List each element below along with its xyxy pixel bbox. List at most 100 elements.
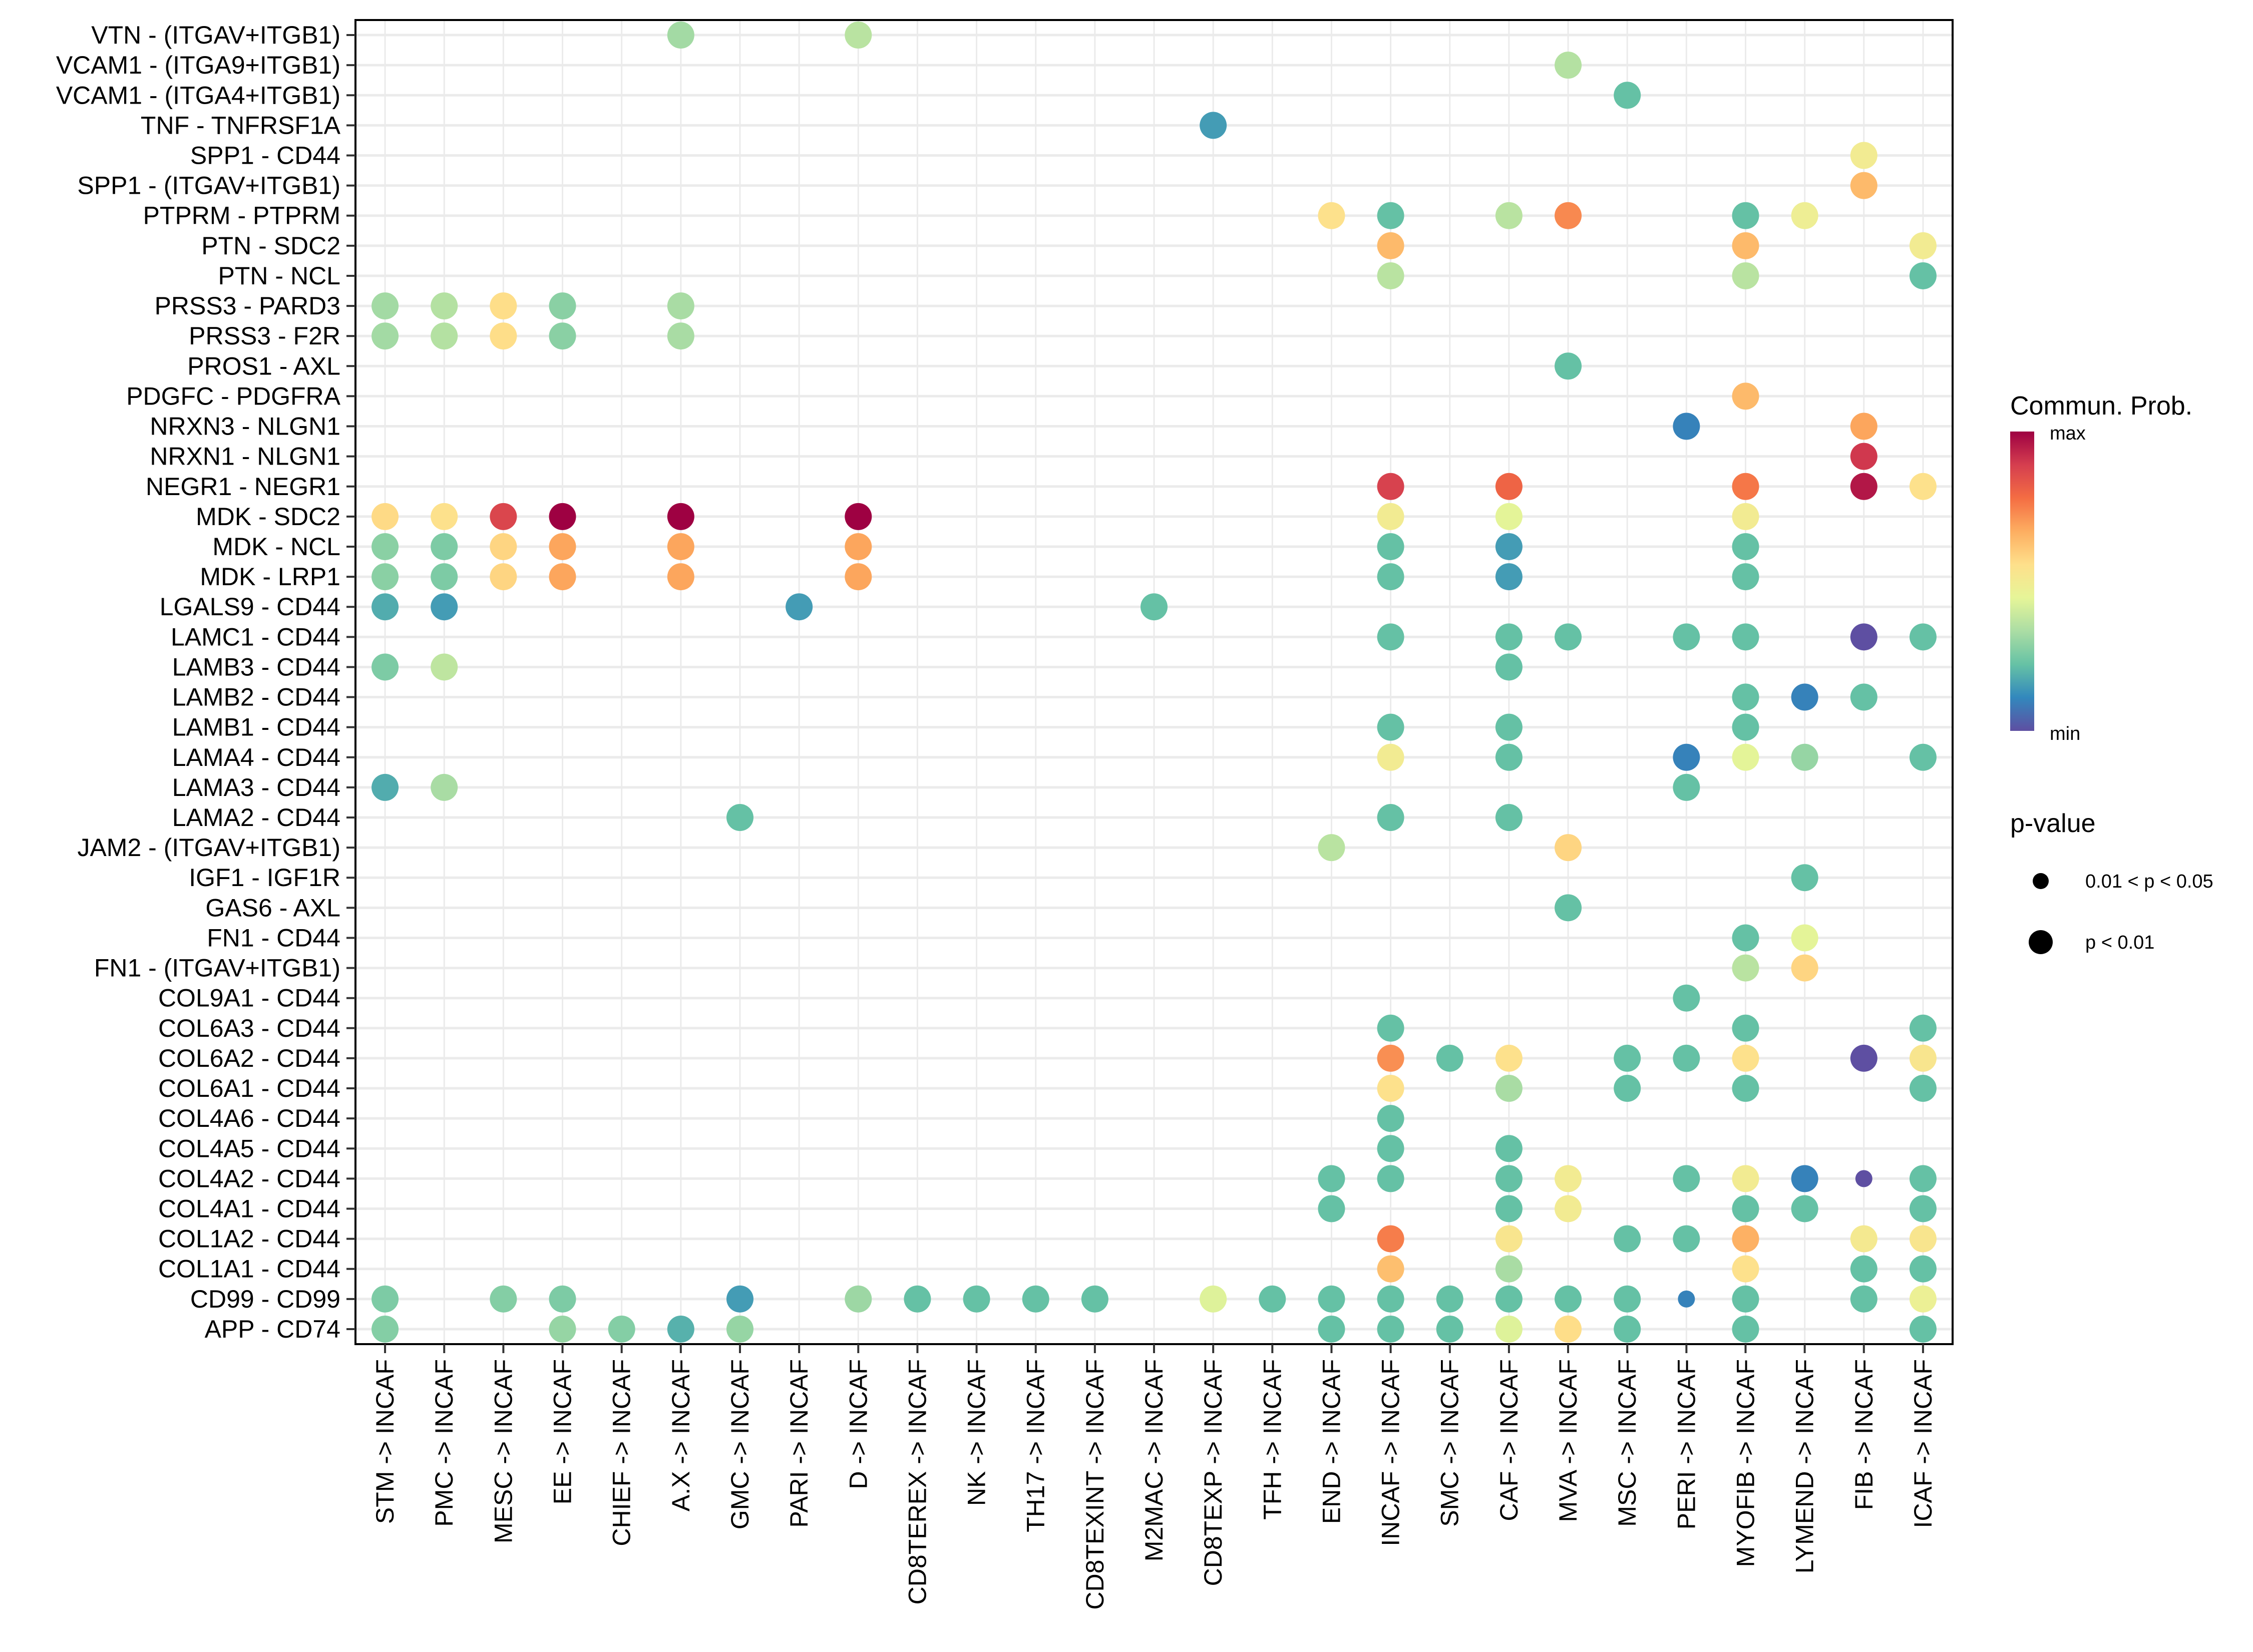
data-point — [1495, 473, 1523, 500]
data-point — [1614, 1315, 1641, 1343]
data-point — [549, 292, 576, 320]
data-point — [1732, 1075, 1759, 1102]
data-point — [1909, 623, 1937, 651]
data-point — [1495, 1165, 1523, 1192]
x-tick-label: CAF -> INCAF — [1495, 1359, 1523, 1521]
data-point — [845, 1285, 872, 1313]
data-point — [371, 503, 399, 530]
data-point — [1850, 1225, 1878, 1253]
data-point — [1377, 533, 1404, 560]
y-tick-label: PRSS3 - PARD3 — [155, 292, 340, 320]
y-tick-label: SPP1 - CD44 — [190, 142, 340, 170]
data-point — [1377, 262, 1404, 289]
data-point — [1495, 1044, 1523, 1072]
x-tick-label: M2MAC -> INCAF — [1140, 1359, 1168, 1561]
y-tick-label: GAS6 - AXL — [205, 894, 340, 922]
data-point — [1732, 1044, 1759, 1072]
data-point — [1377, 473, 1404, 500]
data-point — [1318, 834, 1345, 862]
data-point — [371, 593, 399, 621]
y-tick-label: COL4A5 - CD44 — [158, 1134, 340, 1162]
data-point — [1555, 52, 1582, 79]
data-point — [1732, 1014, 1759, 1042]
data-point — [1850, 1044, 1878, 1072]
data-point — [1791, 1195, 1818, 1222]
data-point — [1855, 1170, 1872, 1187]
data-point — [1614, 1044, 1641, 1072]
y-tick-label: LAMC1 - CD44 — [171, 623, 340, 651]
data-point — [431, 593, 458, 621]
y-tick-label: MDK - NCL — [212, 533, 340, 561]
data-point — [371, 653, 399, 681]
data-point — [1377, 503, 1404, 530]
data-point — [1732, 924, 1759, 952]
data-point — [371, 773, 399, 801]
data-point — [1732, 1195, 1759, 1222]
y-tick-label: COL6A3 - CD44 — [158, 1014, 340, 1042]
data-point — [1495, 563, 1523, 591]
size-legend-large-label: p < 0.01 — [2085, 932, 2154, 953]
x-tick-label: ICAF -> INCAF — [1909, 1359, 1937, 1528]
y-tick-label: MDK - LRP1 — [200, 563, 340, 591]
data-point — [1732, 262, 1759, 289]
data-point — [1909, 232, 1937, 259]
data-point — [1732, 1315, 1759, 1343]
data-point — [431, 653, 458, 681]
data-point — [1909, 743, 1937, 771]
data-point — [1377, 1075, 1404, 1102]
data-point — [1614, 1075, 1641, 1102]
x-tick-label: MYOFIB -> INCAF — [1731, 1359, 1759, 1567]
data-point — [1909, 473, 1937, 500]
data-point — [1732, 683, 1759, 711]
data-point — [490, 563, 517, 591]
data-point — [667, 503, 694, 530]
x-tick-label: CD8TEXINT -> INCAF — [1081, 1359, 1109, 1610]
y-tick-label: CD99 - CD99 — [190, 1285, 340, 1313]
data-point — [1495, 503, 1523, 530]
x-tick-label: CD8TEREX -> INCAF — [903, 1359, 931, 1604]
x-tick-label: FIB -> INCAF — [1850, 1359, 1878, 1510]
data-point — [1791, 864, 1818, 892]
data-point — [1555, 1195, 1582, 1222]
data-point — [1732, 202, 1759, 229]
y-tick-label: APP - CD74 — [205, 1315, 340, 1343]
y-tick-label: NRXN1 - NLGN1 — [150, 443, 340, 471]
data-point — [490, 292, 517, 320]
data-point — [1909, 1075, 1937, 1102]
color-legend-max: max — [2050, 423, 2086, 444]
x-tick-label: MSC -> INCAF — [1613, 1359, 1641, 1527]
data-point — [431, 322, 458, 350]
y-tick-label: LAMB3 - CD44 — [172, 653, 340, 681]
y-tick-label: LAMA3 - CD44 — [172, 773, 340, 801]
data-point — [667, 1315, 694, 1343]
y-tick-label: PTPRM - PTPRM — [143, 202, 340, 230]
y-tick-label: PTN - SDC2 — [201, 232, 340, 260]
data-point — [1555, 894, 1582, 922]
data-point — [1614, 82, 1641, 109]
x-tick-label: PERI -> INCAF — [1672, 1359, 1700, 1529]
x-tick-label: END -> INCAF — [1317, 1359, 1345, 1524]
data-point — [371, 533, 399, 560]
data-point — [1791, 202, 1818, 229]
data-point — [1377, 1105, 1404, 1132]
data-point — [549, 533, 576, 560]
data-point — [1495, 1255, 1523, 1283]
data-point — [1555, 1285, 1582, 1313]
data-point — [667, 292, 694, 320]
data-point — [1909, 1014, 1937, 1042]
data-point — [1555, 202, 1582, 229]
size-legend-small-label: 0.01 < p < 0.05 — [2085, 871, 2213, 892]
y-tick-label: COL4A2 - CD44 — [158, 1164, 340, 1192]
data-point — [431, 292, 458, 320]
data-point — [1377, 1135, 1404, 1162]
data-point — [1495, 1225, 1523, 1253]
data-point — [1673, 743, 1700, 771]
data-point — [845, 22, 872, 49]
y-tick-label: COL6A2 - CD44 — [158, 1044, 340, 1072]
data-point — [1850, 473, 1878, 500]
data-point — [1850, 172, 1878, 199]
y-tick-label: FN1 - (ITGAV+ITGB1) — [94, 954, 340, 982]
data-point — [1909, 1195, 1937, 1222]
data-point — [549, 1285, 576, 1313]
data-point — [1850, 412, 1878, 440]
